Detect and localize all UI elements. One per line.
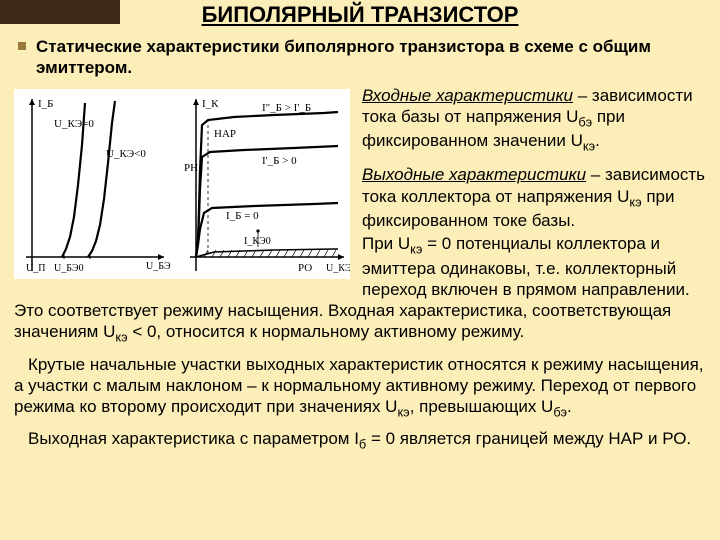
svg-text:I_Б: I_Б xyxy=(38,98,53,110)
svg-text:РН: РН xyxy=(184,162,198,174)
svg-text:U_КЭ<0: U_КЭ<0 xyxy=(106,148,146,160)
svg-text:I"_Б > I'_Б: I"_Б > I'_Б xyxy=(262,102,311,114)
svg-text:НАР: НАР xyxy=(214,128,236,140)
paragraph-2: Крутые начальные участки выходных характ… xyxy=(14,354,706,421)
paragraph-3: Выходная характеристика с параметром Iб … xyxy=(14,428,706,452)
svg-text:U_БЭ: U_БЭ xyxy=(146,261,171,272)
bullet-icon xyxy=(18,42,26,50)
svg-text:I'_Б > 0: I'_Б > 0 xyxy=(262,155,297,167)
svg-text:U_П: U_П xyxy=(26,263,45,274)
svg-text:U_КЭ: U_КЭ xyxy=(326,263,350,274)
svg-text:I_КЭ0: I_КЭ0 xyxy=(244,236,271,247)
characteristics-chart: I_Б U_БЭ U_КЭ=0 U_КЭ<0 U_БЭ0 U_П I_К U_КЭ I"_Б >… xyxy=(14,89,350,279)
input-char-heading: Входные характеристики xyxy=(362,86,573,105)
svg-text:I_К: I_К xyxy=(202,98,219,110)
output-char-heading: Выходные характеристики xyxy=(362,165,586,184)
lead-text: Статические характеристики биполярного т… xyxy=(36,36,704,79)
svg-text:U_КЭ=0: U_КЭ=0 xyxy=(54,118,94,130)
svg-text:РО: РО xyxy=(298,262,312,274)
svg-text:U_БЭ0: U_БЭ0 xyxy=(54,263,84,274)
title-accent xyxy=(0,0,120,24)
svg-text:I_Б = 0: I_Б = 0 xyxy=(226,210,259,222)
